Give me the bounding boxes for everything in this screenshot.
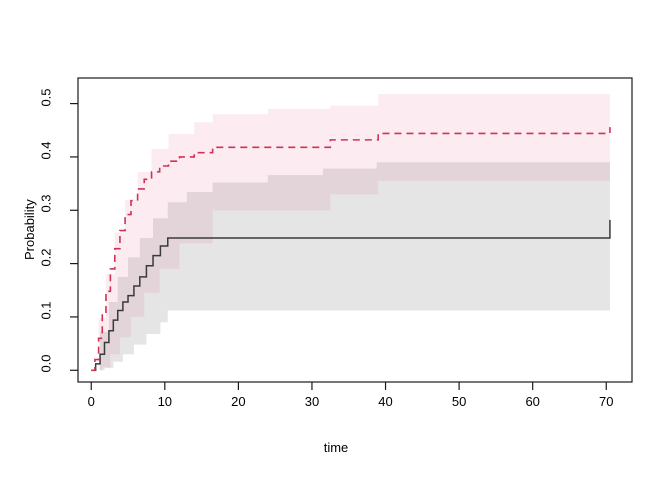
confidence-band-group-1 [91, 162, 610, 371]
x-tick-label: 40 [378, 394, 393, 409]
y-tick-label: 0.5 [38, 88, 54, 107]
x-tick-label: 20 [231, 394, 246, 409]
plot-frame [77, 77, 633, 383]
x-tick-label: 70 [599, 394, 614, 409]
curve-group-2 [91, 127, 611, 372]
x-tick-label: 10 [157, 394, 173, 409]
x-tick-label: 30 [304, 394, 320, 409]
y-tick-label: 0.1 [38, 301, 54, 320]
confidence-bands [91, 94, 610, 371]
x-tick-label: 50 [451, 394, 467, 409]
survival-curves [91, 127, 611, 372]
confidence-band-group-2 [91, 94, 610, 371]
plot-box [77, 77, 633, 383]
y-tick-label: 0.4 [38, 141, 54, 160]
x-axis-title: time [323, 440, 349, 455]
y-tick-label: 0.0 [38, 354, 54, 373]
y-tick-label: 0.3 [38, 194, 54, 213]
x-tick-label: 0 [87, 394, 95, 409]
x-tick-label: 60 [525, 394, 540, 409]
y-axis-title: Probability [22, 199, 37, 260]
curve-group-1 [91, 219, 611, 372]
y-tick-label: 0.2 [38, 248, 54, 267]
axis-ticks [70, 102, 607, 390]
